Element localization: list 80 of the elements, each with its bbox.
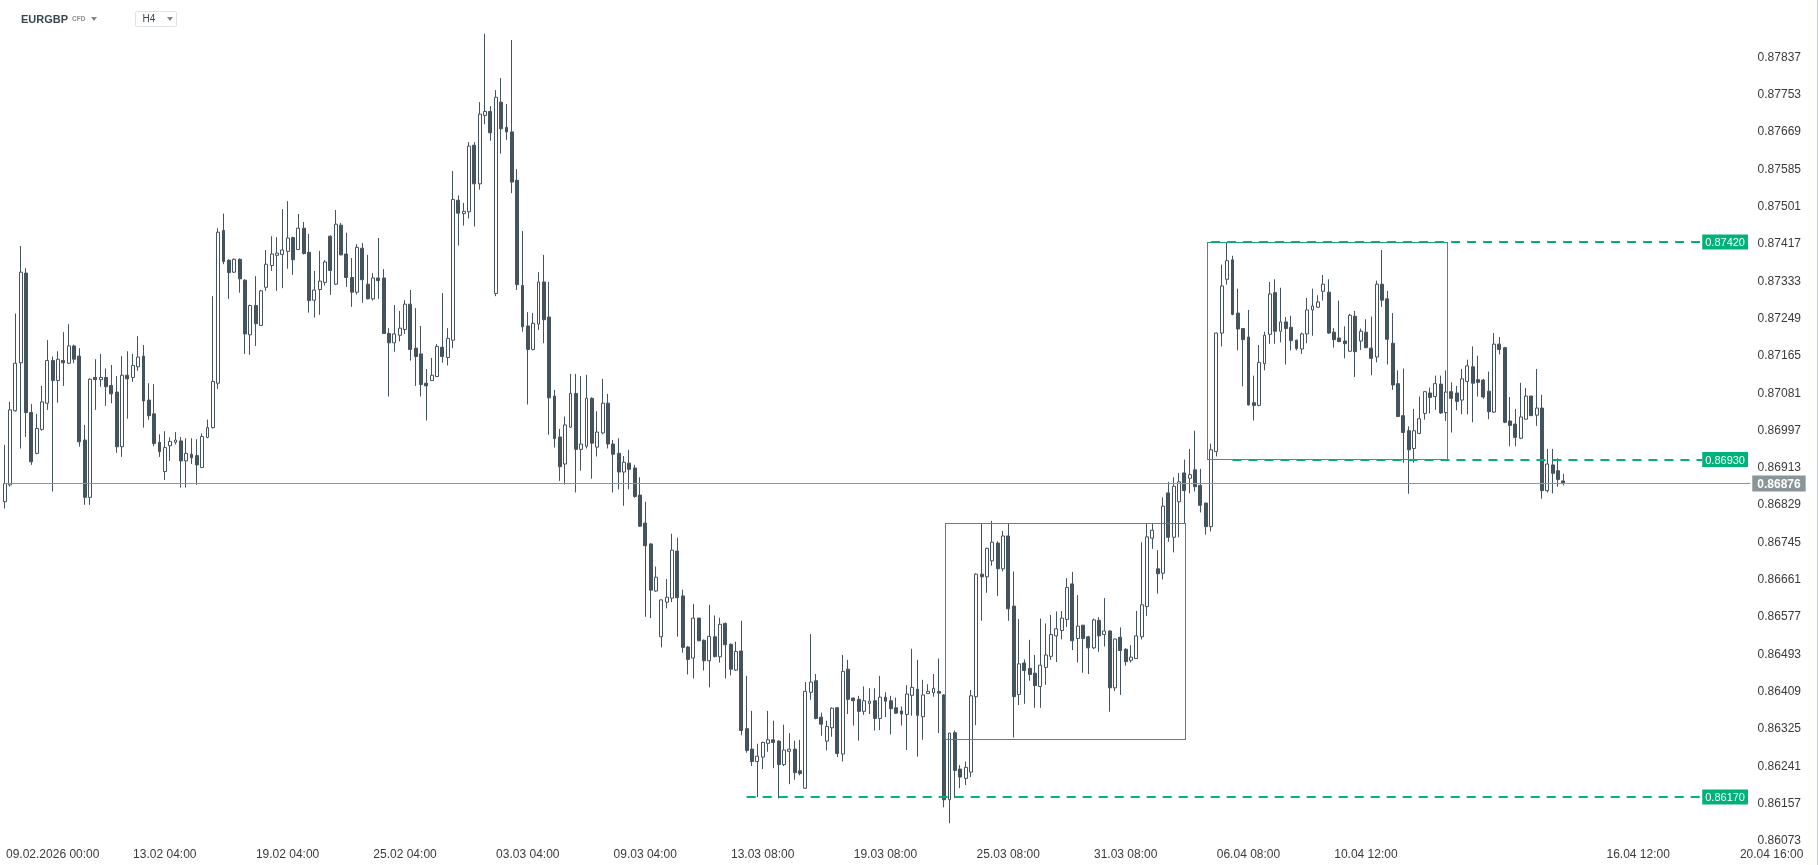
candlestick xyxy=(553,389,556,449)
y-tick-label: 0.87249 xyxy=(1757,310,1802,325)
candlestick xyxy=(937,658,941,734)
y-tick-label: 0.87585 xyxy=(1757,161,1802,176)
x-tick-label: 19.02 04:00 xyxy=(255,847,320,861)
candlestick xyxy=(1247,309,1250,406)
x-tick-label: 09.03 04:00 xyxy=(613,847,678,861)
ref-line-label: 0.86170 xyxy=(1705,791,1745,804)
candlestick xyxy=(569,373,572,429)
y-tick-label: 0.86829 xyxy=(1757,497,1802,512)
x-tick-label: 25.03 08:00 xyxy=(976,847,1041,861)
candlestick xyxy=(1279,287,1282,343)
x-tick-label: 25.02 04:00 xyxy=(373,847,438,861)
candlestick xyxy=(1311,288,1314,337)
annotation: H4 xyxy=(142,13,156,24)
candlestick xyxy=(932,673,935,698)
x-tick-label: 16.04 12:00 xyxy=(1606,847,1671,861)
candlestick xyxy=(142,344,145,429)
x-tick-label: 09.02.2026 00:00 xyxy=(6,847,100,861)
candlestick xyxy=(505,103,508,141)
candlestick xyxy=(868,687,871,715)
y-tick-label: 0.86577 xyxy=(1757,609,1802,624)
candlestick xyxy=(537,271,540,331)
candlestick xyxy=(521,230,524,333)
y-tick-label: 0.87333 xyxy=(1757,273,1802,288)
candlestick xyxy=(1295,339,1298,351)
y-tick-label: 0.87753 xyxy=(1757,87,1802,102)
candlestick xyxy=(158,433,161,458)
candlestick xyxy=(1316,294,1320,309)
x-tick-label: 10.04 12:00 xyxy=(1334,847,1398,861)
y-tick-label: 0.86073 xyxy=(1757,833,1802,848)
ref-line-label: 0.86876 xyxy=(1757,476,1801,491)
x-tick-label: 31.03 08:00 xyxy=(1094,847,1158,861)
candlestick xyxy=(585,374,588,449)
candlestick xyxy=(926,683,930,695)
candlestick xyxy=(238,257,242,294)
y-tick-label: 0.87417 xyxy=(1757,236,1802,251)
candlestick xyxy=(168,436,172,462)
candlestick xyxy=(1220,264,1224,347)
y-tick-label: 0.87669 xyxy=(1757,124,1802,139)
x-tick-label: 19.03 08:00 xyxy=(853,847,918,861)
candlestick xyxy=(222,213,225,265)
candlestick xyxy=(206,419,209,439)
candlestick xyxy=(921,679,925,741)
y-tick-label: 0.86325 xyxy=(1757,721,1802,736)
ref-line-label: 0.86930 xyxy=(1705,453,1745,466)
y-tick-label: 0.87501 xyxy=(1757,199,1802,214)
candlestick xyxy=(264,249,268,292)
dropdown-box: H4 xyxy=(135,10,178,27)
x-tick-label: 20.04 16:00 xyxy=(1739,847,1804,861)
candlestick xyxy=(659,598,663,648)
y-tick-label: 0.86661 xyxy=(1757,572,1802,587)
x-tick-label: 13.03 08:00 xyxy=(731,847,795,861)
x-tick-label: 13.02 04:00 xyxy=(133,847,197,861)
candlestick xyxy=(884,691,887,718)
y-tick-label: 0.87165 xyxy=(1757,348,1802,363)
candlestick xyxy=(916,659,919,758)
x-tick-label: 06.04 08:00 xyxy=(1216,847,1281,861)
candlestick xyxy=(1231,255,1234,316)
candlestick xyxy=(190,437,193,465)
candlestick xyxy=(163,430,167,481)
y-tick-label: 0.86157 xyxy=(1757,795,1802,810)
y-tick-label: 0.86493 xyxy=(1757,646,1802,661)
y-tick-label: 0.87081 xyxy=(1757,385,1802,400)
candlestick xyxy=(174,431,177,445)
candlestick xyxy=(1321,274,1325,302)
ref-line-label: 0.87420 xyxy=(1705,236,1745,248)
y-tick-label: 0.86409 xyxy=(1757,683,1802,698)
y-tick-label: 0.86745 xyxy=(1757,534,1802,549)
candlestick xyxy=(1449,381,1453,433)
x-tick-label: 03.03 04:00 xyxy=(496,847,560,861)
y-tick-label: 0.86913 xyxy=(1757,460,1802,475)
y-tick-label: 0.86997 xyxy=(1757,422,1802,437)
candlestick xyxy=(900,705,903,727)
y-tick-label: 0.87837 xyxy=(1757,49,1802,64)
candlestick xyxy=(1225,241,1229,286)
candlestick xyxy=(948,732,951,824)
candlestick xyxy=(1263,331,1266,371)
text: EURGBP xyxy=(21,12,69,25)
y-tick-label: 0.86241 xyxy=(1757,758,1802,773)
